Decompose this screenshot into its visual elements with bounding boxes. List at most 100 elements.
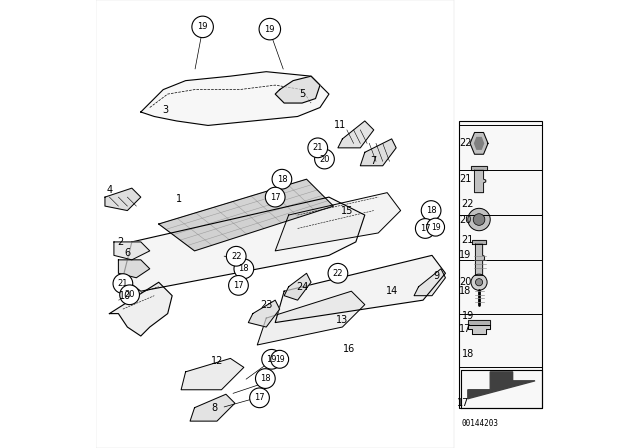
Circle shape xyxy=(328,263,348,283)
Text: 17: 17 xyxy=(233,281,244,290)
Polygon shape xyxy=(471,166,487,170)
Text: 19: 19 xyxy=(461,311,474,321)
Circle shape xyxy=(471,274,487,290)
Text: 2: 2 xyxy=(118,237,124,247)
Polygon shape xyxy=(360,139,396,166)
Polygon shape xyxy=(468,372,535,399)
Circle shape xyxy=(415,219,435,238)
Polygon shape xyxy=(468,325,490,334)
Circle shape xyxy=(308,138,328,158)
Text: 21: 21 xyxy=(459,174,471,184)
Polygon shape xyxy=(414,269,445,296)
Circle shape xyxy=(113,274,132,293)
Text: 18: 18 xyxy=(461,349,474,359)
Polygon shape xyxy=(475,138,484,149)
Text: 7: 7 xyxy=(371,156,377,166)
Polygon shape xyxy=(109,282,172,336)
Text: 11: 11 xyxy=(334,121,346,130)
FancyBboxPatch shape xyxy=(459,121,542,408)
Text: 15: 15 xyxy=(340,206,353,215)
Text: 20: 20 xyxy=(460,277,472,287)
Polygon shape xyxy=(470,133,488,154)
Circle shape xyxy=(250,388,269,408)
Text: 4: 4 xyxy=(106,185,113,195)
Polygon shape xyxy=(476,244,484,276)
Circle shape xyxy=(262,349,282,369)
Text: 17: 17 xyxy=(254,393,265,402)
Circle shape xyxy=(421,201,441,220)
Circle shape xyxy=(259,18,280,40)
Text: 19: 19 xyxy=(431,223,440,232)
Polygon shape xyxy=(338,121,374,148)
Circle shape xyxy=(476,279,483,286)
Circle shape xyxy=(120,285,140,305)
Text: 18: 18 xyxy=(276,175,287,184)
Polygon shape xyxy=(118,260,150,278)
Polygon shape xyxy=(468,320,490,325)
Text: 21: 21 xyxy=(118,279,128,288)
Text: 19: 19 xyxy=(264,25,275,34)
Polygon shape xyxy=(275,76,320,103)
Circle shape xyxy=(228,276,248,295)
Polygon shape xyxy=(190,394,235,421)
Polygon shape xyxy=(159,179,333,251)
Text: 20: 20 xyxy=(459,215,471,224)
Text: 23: 23 xyxy=(260,300,273,310)
Circle shape xyxy=(227,246,246,266)
Text: 18: 18 xyxy=(239,264,249,273)
Text: 18: 18 xyxy=(426,206,436,215)
Polygon shape xyxy=(248,300,280,327)
Text: 20: 20 xyxy=(319,155,330,164)
Circle shape xyxy=(192,16,213,38)
Text: 22: 22 xyxy=(231,252,241,261)
Polygon shape xyxy=(141,72,329,125)
Polygon shape xyxy=(472,240,486,244)
Text: 1: 1 xyxy=(176,194,182,204)
Text: 18: 18 xyxy=(459,286,471,296)
Text: 19: 19 xyxy=(266,355,277,364)
Circle shape xyxy=(271,350,289,368)
Polygon shape xyxy=(123,197,365,291)
Text: 18: 18 xyxy=(260,374,271,383)
Text: 22: 22 xyxy=(459,138,472,148)
Circle shape xyxy=(468,208,490,231)
Text: 19: 19 xyxy=(459,250,471,260)
Text: 14: 14 xyxy=(385,286,398,296)
Circle shape xyxy=(234,259,253,279)
Text: 6: 6 xyxy=(124,248,131,258)
Text: 21: 21 xyxy=(312,143,323,152)
Text: 8: 8 xyxy=(212,403,218,413)
Circle shape xyxy=(315,149,334,169)
Text: 00144203: 00144203 xyxy=(461,419,498,428)
Polygon shape xyxy=(257,291,365,345)
Text: 9: 9 xyxy=(433,271,440,280)
Circle shape xyxy=(473,214,485,225)
Text: 22: 22 xyxy=(333,269,343,278)
Text: 20: 20 xyxy=(124,290,135,299)
Text: 22: 22 xyxy=(461,199,474,209)
Polygon shape xyxy=(275,193,401,251)
Text: 17: 17 xyxy=(270,193,280,202)
Text: 16: 16 xyxy=(343,345,355,354)
Text: 17: 17 xyxy=(457,398,470,408)
Circle shape xyxy=(427,218,445,236)
Text: 13: 13 xyxy=(336,315,349,325)
Text: 19: 19 xyxy=(275,355,285,364)
Text: 19: 19 xyxy=(197,22,208,31)
Polygon shape xyxy=(275,255,445,323)
Text: 17: 17 xyxy=(459,324,471,334)
Text: 21: 21 xyxy=(461,235,474,245)
Text: 5: 5 xyxy=(299,89,305,99)
Text: 24: 24 xyxy=(296,282,308,292)
Polygon shape xyxy=(475,170,486,193)
Circle shape xyxy=(266,187,285,207)
Polygon shape xyxy=(181,358,244,390)
Polygon shape xyxy=(105,188,141,211)
Circle shape xyxy=(272,169,292,189)
Text: 10: 10 xyxy=(119,291,131,301)
Circle shape xyxy=(255,369,275,388)
Polygon shape xyxy=(114,242,150,260)
Text: 12: 12 xyxy=(211,356,223,366)
Text: 17: 17 xyxy=(420,224,431,233)
Polygon shape xyxy=(284,273,311,300)
